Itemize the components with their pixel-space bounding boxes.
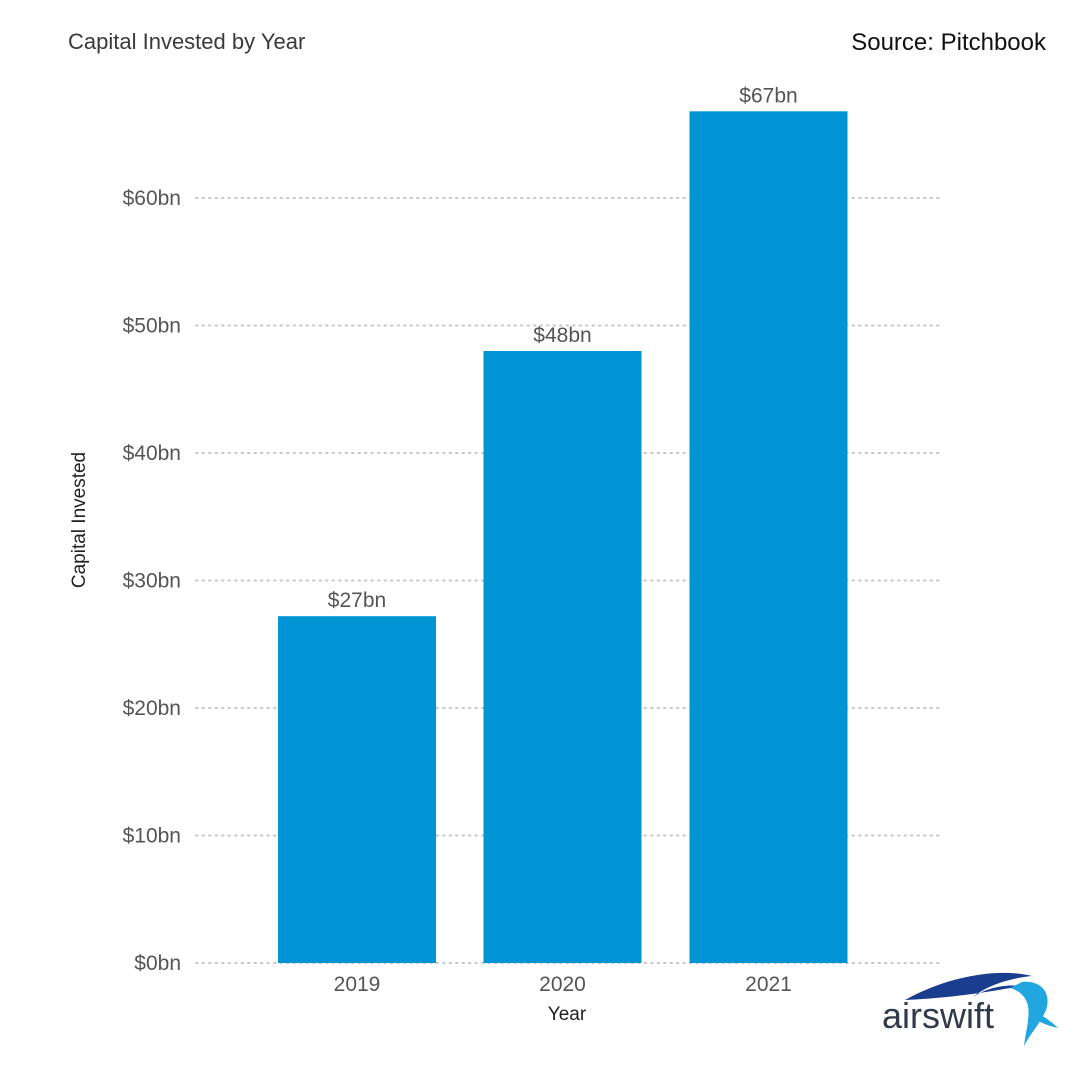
bar-value-label: $67bn: [739, 84, 797, 107]
airswift-logo: airswift: [882, 972, 1058, 1046]
y-tick-label: $60bn: [123, 187, 181, 210]
bar-value-labels: $27bn $48bn $67bn: [328, 84, 798, 612]
bar-2019: [278, 616, 436, 963]
y-tick-label: $50bn: [123, 315, 181, 338]
brand-name: airswift: [882, 995, 994, 1036]
swift-bird-icon: [905, 972, 1058, 1046]
y-tick-label: $0bn: [134, 952, 181, 975]
x-tick-label: 2020: [539, 973, 586, 996]
x-tick-label: 2019: [334, 973, 381, 996]
bar-2020: [483, 351, 642, 963]
bar-2021: [689, 111, 848, 964]
y-tick-label: $40bn: [123, 442, 181, 465]
x-axis-label: Year: [548, 1004, 587, 1025]
bar-value-label: $27bn: [328, 589, 386, 612]
source-note: Source: Pitchbook: [851, 29, 1047, 56]
bars: [278, 111, 848, 964]
y-axis-label: Capital Invested: [69, 452, 90, 588]
x-tick-label: 2021: [745, 973, 792, 996]
y-axis-ticks: $0bn $10bn $20bn $30bn $40bn $50bn $60bn: [123, 187, 181, 975]
bar-value-label: $48bn: [533, 324, 591, 347]
y-tick-label: $20bn: [123, 697, 181, 720]
chart-title: Capital Invested by Year: [68, 29, 305, 54]
x-axis-ticks: 2019 2020 2021: [334, 973, 792, 996]
y-tick-label: $10bn: [123, 825, 181, 848]
y-tick-label: $30bn: [123, 570, 181, 593]
